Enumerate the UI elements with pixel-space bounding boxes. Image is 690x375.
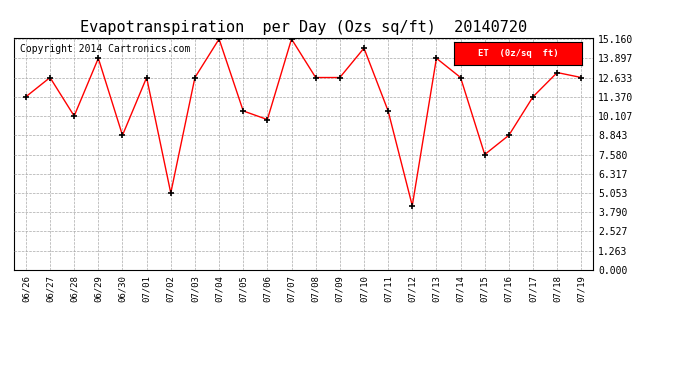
Text: Copyright 2014 Cartronics.com: Copyright 2014 Cartronics.com bbox=[19, 45, 190, 54]
Title: Evapotranspiration  per Day (Ozs sq/ft)  20140720: Evapotranspiration per Day (Ozs sq/ft) 2… bbox=[80, 20, 527, 35]
